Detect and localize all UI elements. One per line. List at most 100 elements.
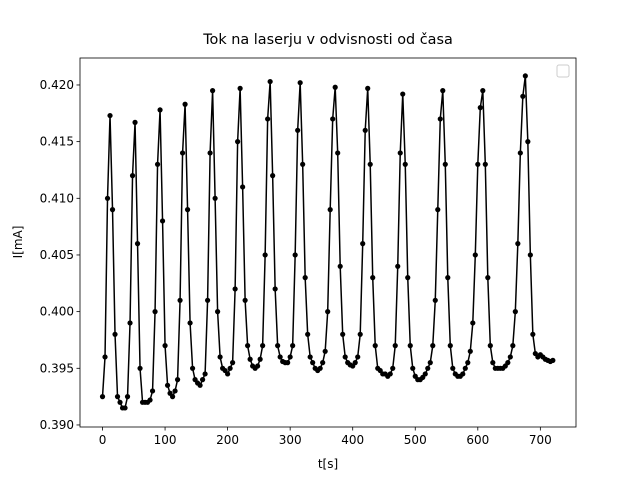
- data-point: [102, 354, 108, 360]
- x-tick-label: 600: [466, 433, 489, 447]
- data-point: [187, 320, 193, 326]
- data-point: [397, 150, 403, 156]
- data-point: [530, 331, 536, 337]
- data-point: [480, 88, 486, 94]
- data-point: [157, 107, 163, 113]
- data-point: [117, 399, 123, 405]
- data-point: [215, 309, 221, 315]
- data-point: [462, 365, 468, 371]
- data-point: [432, 297, 438, 303]
- data-point: [307, 354, 313, 360]
- data-point: [467, 348, 473, 354]
- data-point: [387, 371, 393, 377]
- data-point: [460, 371, 466, 377]
- data-point: [232, 286, 238, 292]
- data-point: [265, 116, 271, 122]
- data-point: [204, 297, 211, 303]
- data-point: [174, 377, 181, 383]
- data-point: [512, 309, 518, 315]
- data-point: [104, 195, 111, 201]
- data-point: [322, 348, 328, 354]
- data-point: [267, 78, 273, 85]
- data-point: [392, 343, 398, 349]
- data-point: [477, 105, 483, 111]
- data-point: [430, 343, 436, 349]
- data-point: [134, 241, 141, 247]
- data-point: [327, 207, 333, 213]
- data-point: [237, 85, 243, 91]
- data-point: [407, 343, 413, 349]
- data-point: [124, 394, 131, 400]
- x-tick-label: 200: [216, 433, 239, 447]
- data-point: [114, 394, 121, 400]
- data-point: [202, 371, 208, 377]
- data-point: [260, 343, 266, 349]
- data-point: [362, 127, 368, 133]
- data-point: [310, 360, 316, 366]
- data-point: [169, 394, 176, 400]
- data-point: [275, 343, 281, 349]
- data-point: [147, 397, 153, 403]
- data-point: [109, 207, 116, 213]
- legend-box: [556, 64, 570, 78]
- data-point: [405, 275, 411, 281]
- data-point: [410, 365, 416, 371]
- data-point: [154, 161, 161, 167]
- data-point: [212, 195, 218, 201]
- data-point: [255, 363, 261, 369]
- data-point: [132, 119, 138, 125]
- data-point: [332, 84, 338, 90]
- data-point: [285, 360, 291, 366]
- data-point: [227, 365, 233, 371]
- data-point: [292, 252, 298, 258]
- data-point: [342, 354, 348, 360]
- data-point: [152, 309, 158, 315]
- data-point: [390, 365, 396, 371]
- data-point: [355, 354, 361, 360]
- data-point: [257, 356, 263, 362]
- data-point: [305, 331, 311, 337]
- data-point: [129, 173, 136, 179]
- y-tick-label: 0.405: [40, 248, 74, 262]
- data-point: [487, 343, 493, 349]
- data-point: [164, 382, 171, 388]
- data-point: [352, 360, 358, 366]
- data-point: [520, 93, 526, 99]
- data-point: [522, 73, 528, 79]
- data-point: [230, 360, 236, 366]
- data-point: [472, 252, 478, 258]
- data-point: [270, 173, 276, 179]
- data-point: [159, 218, 166, 224]
- x-axis-label: t[s]: [318, 457, 338, 471]
- x-tick-label: 0: [99, 433, 107, 447]
- data-point: [422, 371, 428, 377]
- y-tick-label: 0.400: [40, 305, 74, 319]
- data-point: [179, 150, 186, 156]
- x-tick-label: 300: [279, 433, 302, 447]
- chart-title: Tok na laserju v odvisnosti od časa: [202, 32, 453, 48]
- plot-frame: [79, 57, 577, 428]
- data-point: [287, 354, 293, 360]
- data-point: [217, 354, 223, 360]
- data-point: [340, 331, 346, 337]
- data-point: [199, 377, 206, 383]
- data-point: [470, 320, 476, 326]
- data-point: [490, 360, 496, 366]
- x-tick-label: 400: [341, 433, 364, 447]
- y-tick-label: 0.420: [40, 78, 74, 92]
- data-point: [435, 207, 441, 213]
- data-point: [189, 365, 196, 371]
- data-point: [450, 365, 456, 371]
- data-point: [395, 263, 401, 269]
- data-point: [107, 112, 113, 119]
- data-point: [137, 365, 143, 371]
- data-point: [517, 150, 523, 156]
- data-point: [272, 286, 278, 292]
- data-point: [207, 150, 213, 156]
- data-point: [425, 365, 431, 371]
- data-point: [242, 297, 248, 303]
- data-point: [99, 394, 106, 400]
- data-point: [240, 184, 246, 190]
- data-point: [367, 161, 373, 167]
- data-point: [360, 241, 366, 247]
